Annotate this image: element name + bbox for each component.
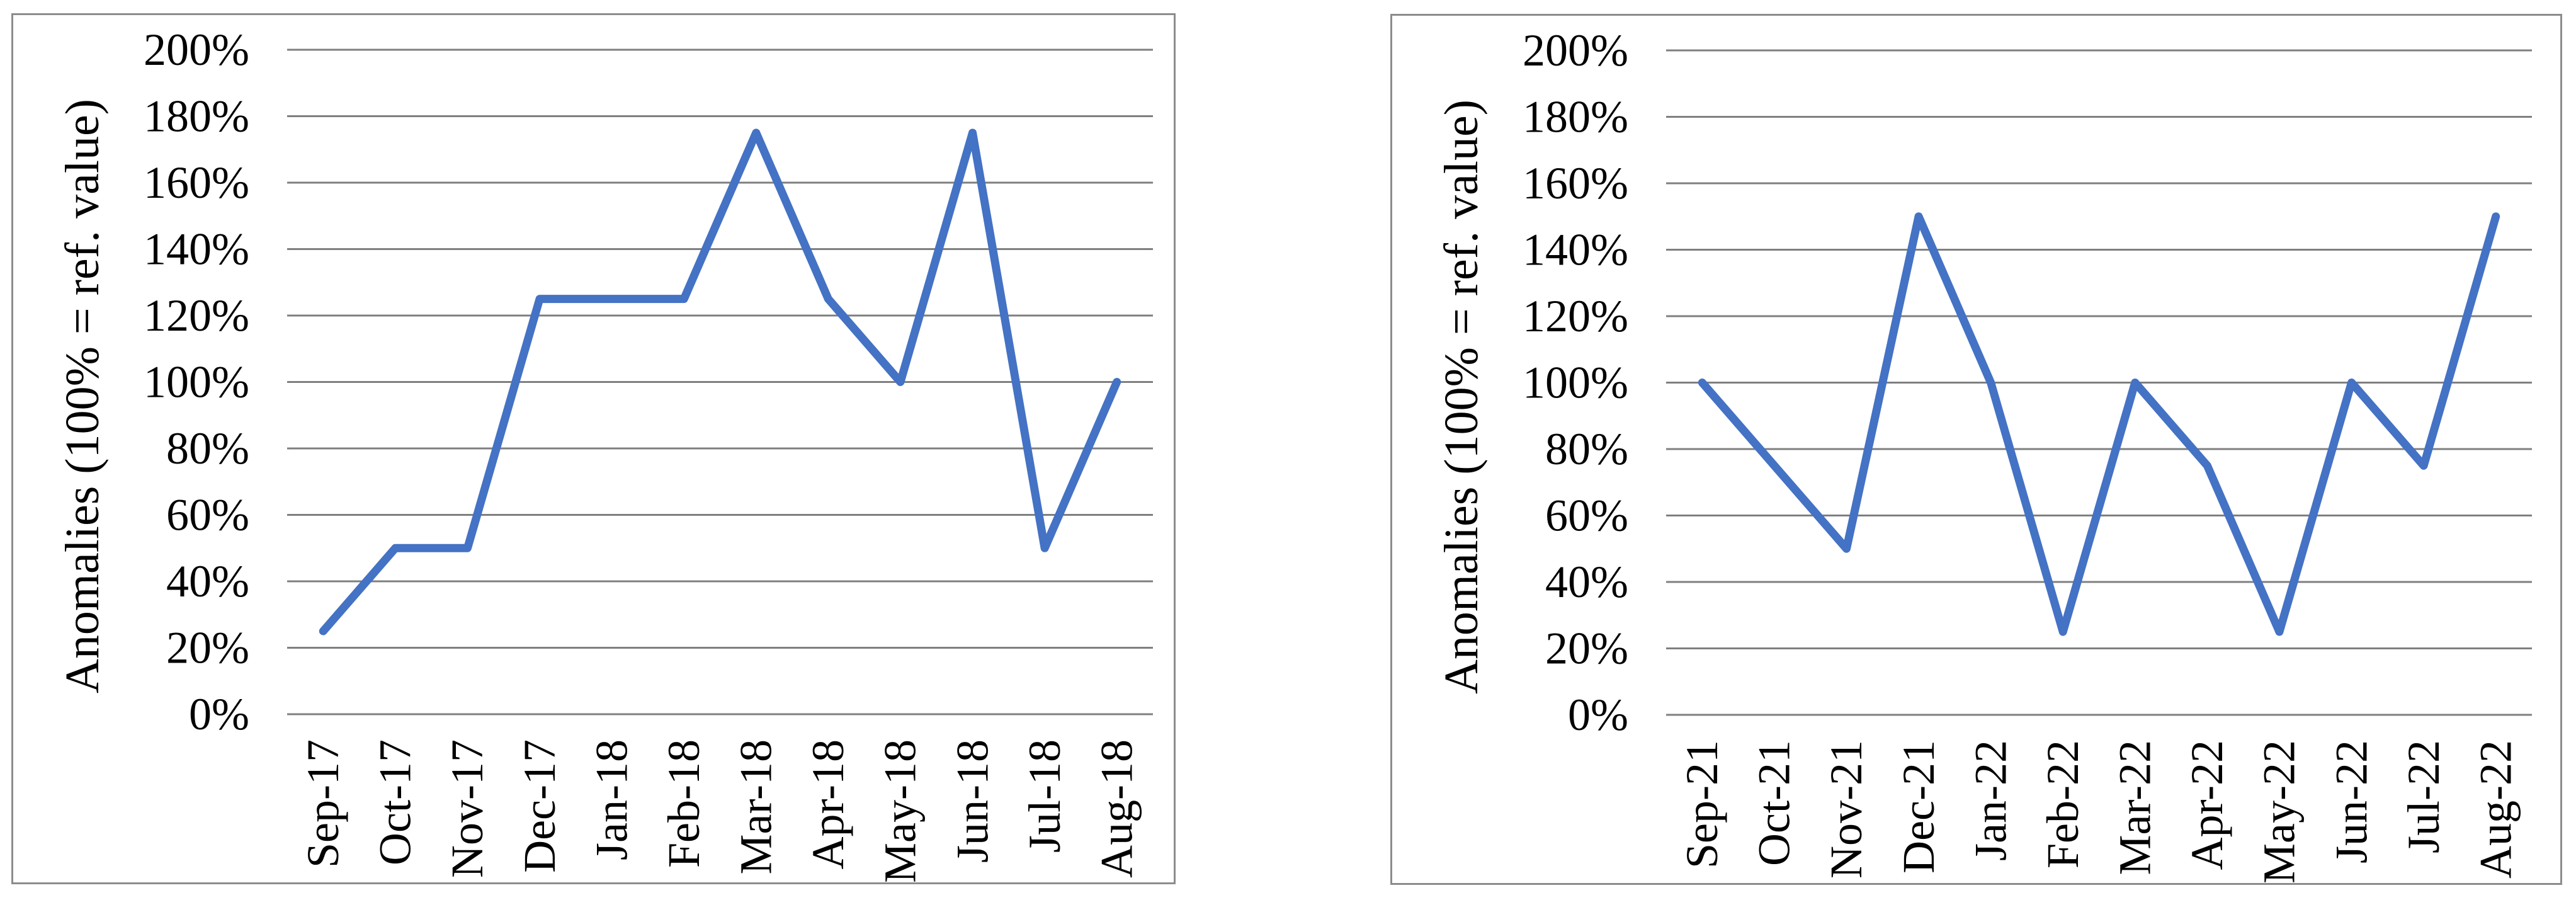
x-tick-label: Apr-18 (803, 739, 853, 870)
y-tick-label: 20% (166, 622, 249, 673)
chart-anomalies-2021-2022: 0% 20% 40% 60% 80% 100% 120% 140% 160% 180% 200% Se… (1390, 14, 2562, 885)
x-tick-label: May-22 (2254, 740, 2305, 883)
y-tick-label: 180% (144, 91, 249, 141)
x-tick-label: May-18 (875, 739, 926, 882)
x-tick-label: Feb-18 (659, 739, 709, 868)
y-tick-label: 180% (1523, 91, 1628, 142)
data-series (319, 128, 1121, 635)
x-tick-label: Dec-21 (1893, 740, 1944, 874)
y-tick-label: 80% (1545, 424, 1628, 474)
chart-canvas-2017-2018: 0% 20% 40% 60% 80% 100% 120% 140% 160% 180% 200% Se… (56, 25, 1153, 882)
y-tick-label: 0% (189, 689, 249, 739)
axis-labels: 0% 20% 40% 60% 80% 100% 120% 140% 160% 180% 200% Se… (1523, 25, 2521, 883)
y-tick-label: 0% (1568, 690, 1628, 740)
x-tick-label: Jan-18 (586, 739, 637, 860)
chart-canvas-2021-2022: 0% 20% 40% 60% 80% 100% 120% 140% 160% 180% 200% Se… (1435, 25, 2532, 883)
x-tick-label: Feb-22 (2038, 740, 2088, 869)
chart-anomalies-2017-2018: 0% 20% 40% 60% 80% 100% 120% 140% 160% 180% 200% Se… (11, 13, 1176, 884)
y-tick-label: 40% (1545, 557, 1628, 607)
x-tick-label: Jun-22 (2326, 740, 2376, 863)
y-tick-label: 80% (166, 423, 249, 474)
y-tick-label: 120% (1523, 291, 1628, 341)
x-tick-label: Dec-17 (514, 739, 565, 873)
y-tick-label: 200% (144, 25, 249, 75)
x-tick-label: Oct-17 (370, 739, 421, 865)
x-tick-label: Jul-18 (1019, 739, 1070, 853)
y-tick-label: 100% (144, 356, 249, 407)
y-tick-label: 60% (166, 489, 249, 540)
gridlines (287, 48, 1153, 715)
gridlines (1666, 49, 2532, 716)
x-tick-label: Jun-18 (947, 739, 997, 863)
x-tick-label: Nov-21 (1821, 740, 1871, 879)
axis-labels: 0% 20% 40% 60% 80% 100% 120% 140% 160% 180% 200% Se… (144, 25, 1142, 882)
x-tick-label: Aug-22 (2470, 740, 2521, 879)
x-tick-label: Mar-22 (2110, 740, 2160, 875)
y-tick-label: 160% (144, 157, 249, 208)
x-tick-label: Apr-22 (2182, 740, 2232, 870)
y-tick-label: 40% (166, 556, 249, 607)
x-tick-label: Nov-17 (442, 739, 492, 878)
data-line (319, 128, 1121, 635)
x-tick-label: Sep-21 (1677, 740, 1727, 869)
x-tick-label: Sep-17 (298, 739, 348, 868)
y-tick-label: 100% (1523, 357, 1628, 407)
x-tick-label: Jul-22 (2398, 740, 2449, 853)
x-tick-label: Jan-22 (1965, 740, 2016, 861)
y-tick-label: 140% (1523, 224, 1628, 275)
y-tick-label: 20% (1545, 623, 1628, 673)
x-tick-label: Aug-18 (1091, 739, 1142, 878)
y-tick-label: 140% (144, 224, 249, 274)
data-line (1698, 212, 2500, 636)
x-tick-label: Mar-18 (731, 739, 781, 875)
y-axis-title: Anomalies (100% = ref. value) (1435, 100, 1488, 694)
x-tick-label: Oct-21 (1749, 740, 1800, 866)
y-tick-label: 200% (1523, 25, 1628, 76)
data-series (1698, 212, 2500, 636)
y-axis-title: Anomalies (100% = ref. value) (56, 99, 109, 693)
y-tick-label: 160% (1523, 158, 1628, 208)
y-tick-label: 120% (144, 290, 249, 341)
y-tick-label: 60% (1545, 490, 1628, 540)
